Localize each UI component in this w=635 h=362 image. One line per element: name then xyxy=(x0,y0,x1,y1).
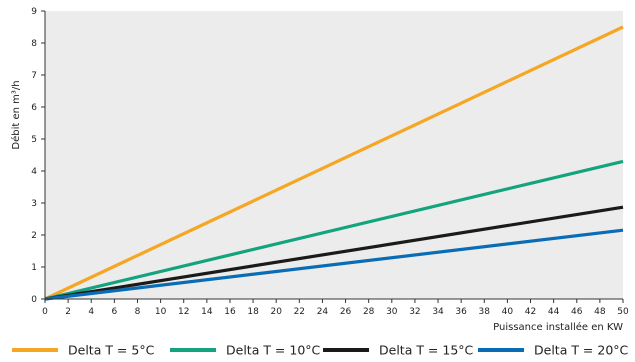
x-tick-label: 40 xyxy=(502,307,514,317)
x-tick-label: 50 xyxy=(617,307,629,317)
series-line-4 xyxy=(44,228,624,301)
series-line-2 xyxy=(44,159,624,301)
x-tick-label: 36 xyxy=(455,307,467,317)
x-tick-label: 34 xyxy=(432,307,444,317)
y-tick-label: 1 xyxy=(31,263,37,273)
x-tick-label: 10 xyxy=(155,307,167,317)
x-tick-label: 26 xyxy=(340,307,352,317)
x-tick-label: 44 xyxy=(548,307,560,317)
x-tick-label: 22 xyxy=(294,307,305,317)
x-tick-label: 18 xyxy=(247,307,259,317)
axes xyxy=(44,11,623,300)
y-tick-label: 0 xyxy=(31,295,37,305)
y-tick-label: 6 xyxy=(31,103,37,113)
series-layer xyxy=(44,25,624,301)
y-tick-label: 7 xyxy=(31,71,37,81)
x-tick-label: 42 xyxy=(525,307,536,317)
y-tick-label: 8 xyxy=(31,39,37,49)
legend-label-2: Delta T = 10°C xyxy=(226,343,321,358)
x-tick-label: 2 xyxy=(65,307,71,317)
y-tick-label: 3 xyxy=(31,199,37,209)
legend-label-1: Delta T = 5°C xyxy=(68,343,155,358)
plot-area xyxy=(45,11,623,299)
y-axis-label: Débit en m³/h xyxy=(10,80,22,149)
x-tick-label: 16 xyxy=(224,307,236,317)
x-tick-label: 48 xyxy=(594,307,606,317)
x-tick-label: 4 xyxy=(88,307,94,317)
x-axis-label: Puissance installée en KW xyxy=(493,321,623,333)
y-tick-label: 5 xyxy=(31,135,37,145)
y-tick-label: 9 xyxy=(31,7,37,17)
legend-label-4: Delta T = 20°C xyxy=(534,343,629,358)
x-tick-label: 0 xyxy=(42,307,48,317)
x-tick-label: 20 xyxy=(270,307,282,317)
legend-label-3: Delta T = 15°C xyxy=(379,343,474,358)
y-tick-label: 4 xyxy=(31,167,37,177)
x-tick-label: 8 xyxy=(135,307,141,317)
legend: Delta T = 5°C Delta T = 10°C Delta T = 15°… xyxy=(12,343,629,358)
series-line-1 xyxy=(44,25,624,301)
x-tick-label: 32 xyxy=(409,307,420,317)
x-tick-label: 24 xyxy=(317,307,329,317)
x-tick-label: 12 xyxy=(178,307,189,317)
y-tick-label: 2 xyxy=(31,231,37,241)
x-tick-label: 6 xyxy=(111,307,117,317)
x-tick-label: 38 xyxy=(479,307,491,317)
series-line-3 xyxy=(44,205,624,301)
x-tick-label: 14 xyxy=(201,307,213,317)
x-tick-label: 28 xyxy=(363,307,375,317)
x-tick-label: 46 xyxy=(571,307,583,317)
x-tick-label: 30 xyxy=(386,307,398,317)
